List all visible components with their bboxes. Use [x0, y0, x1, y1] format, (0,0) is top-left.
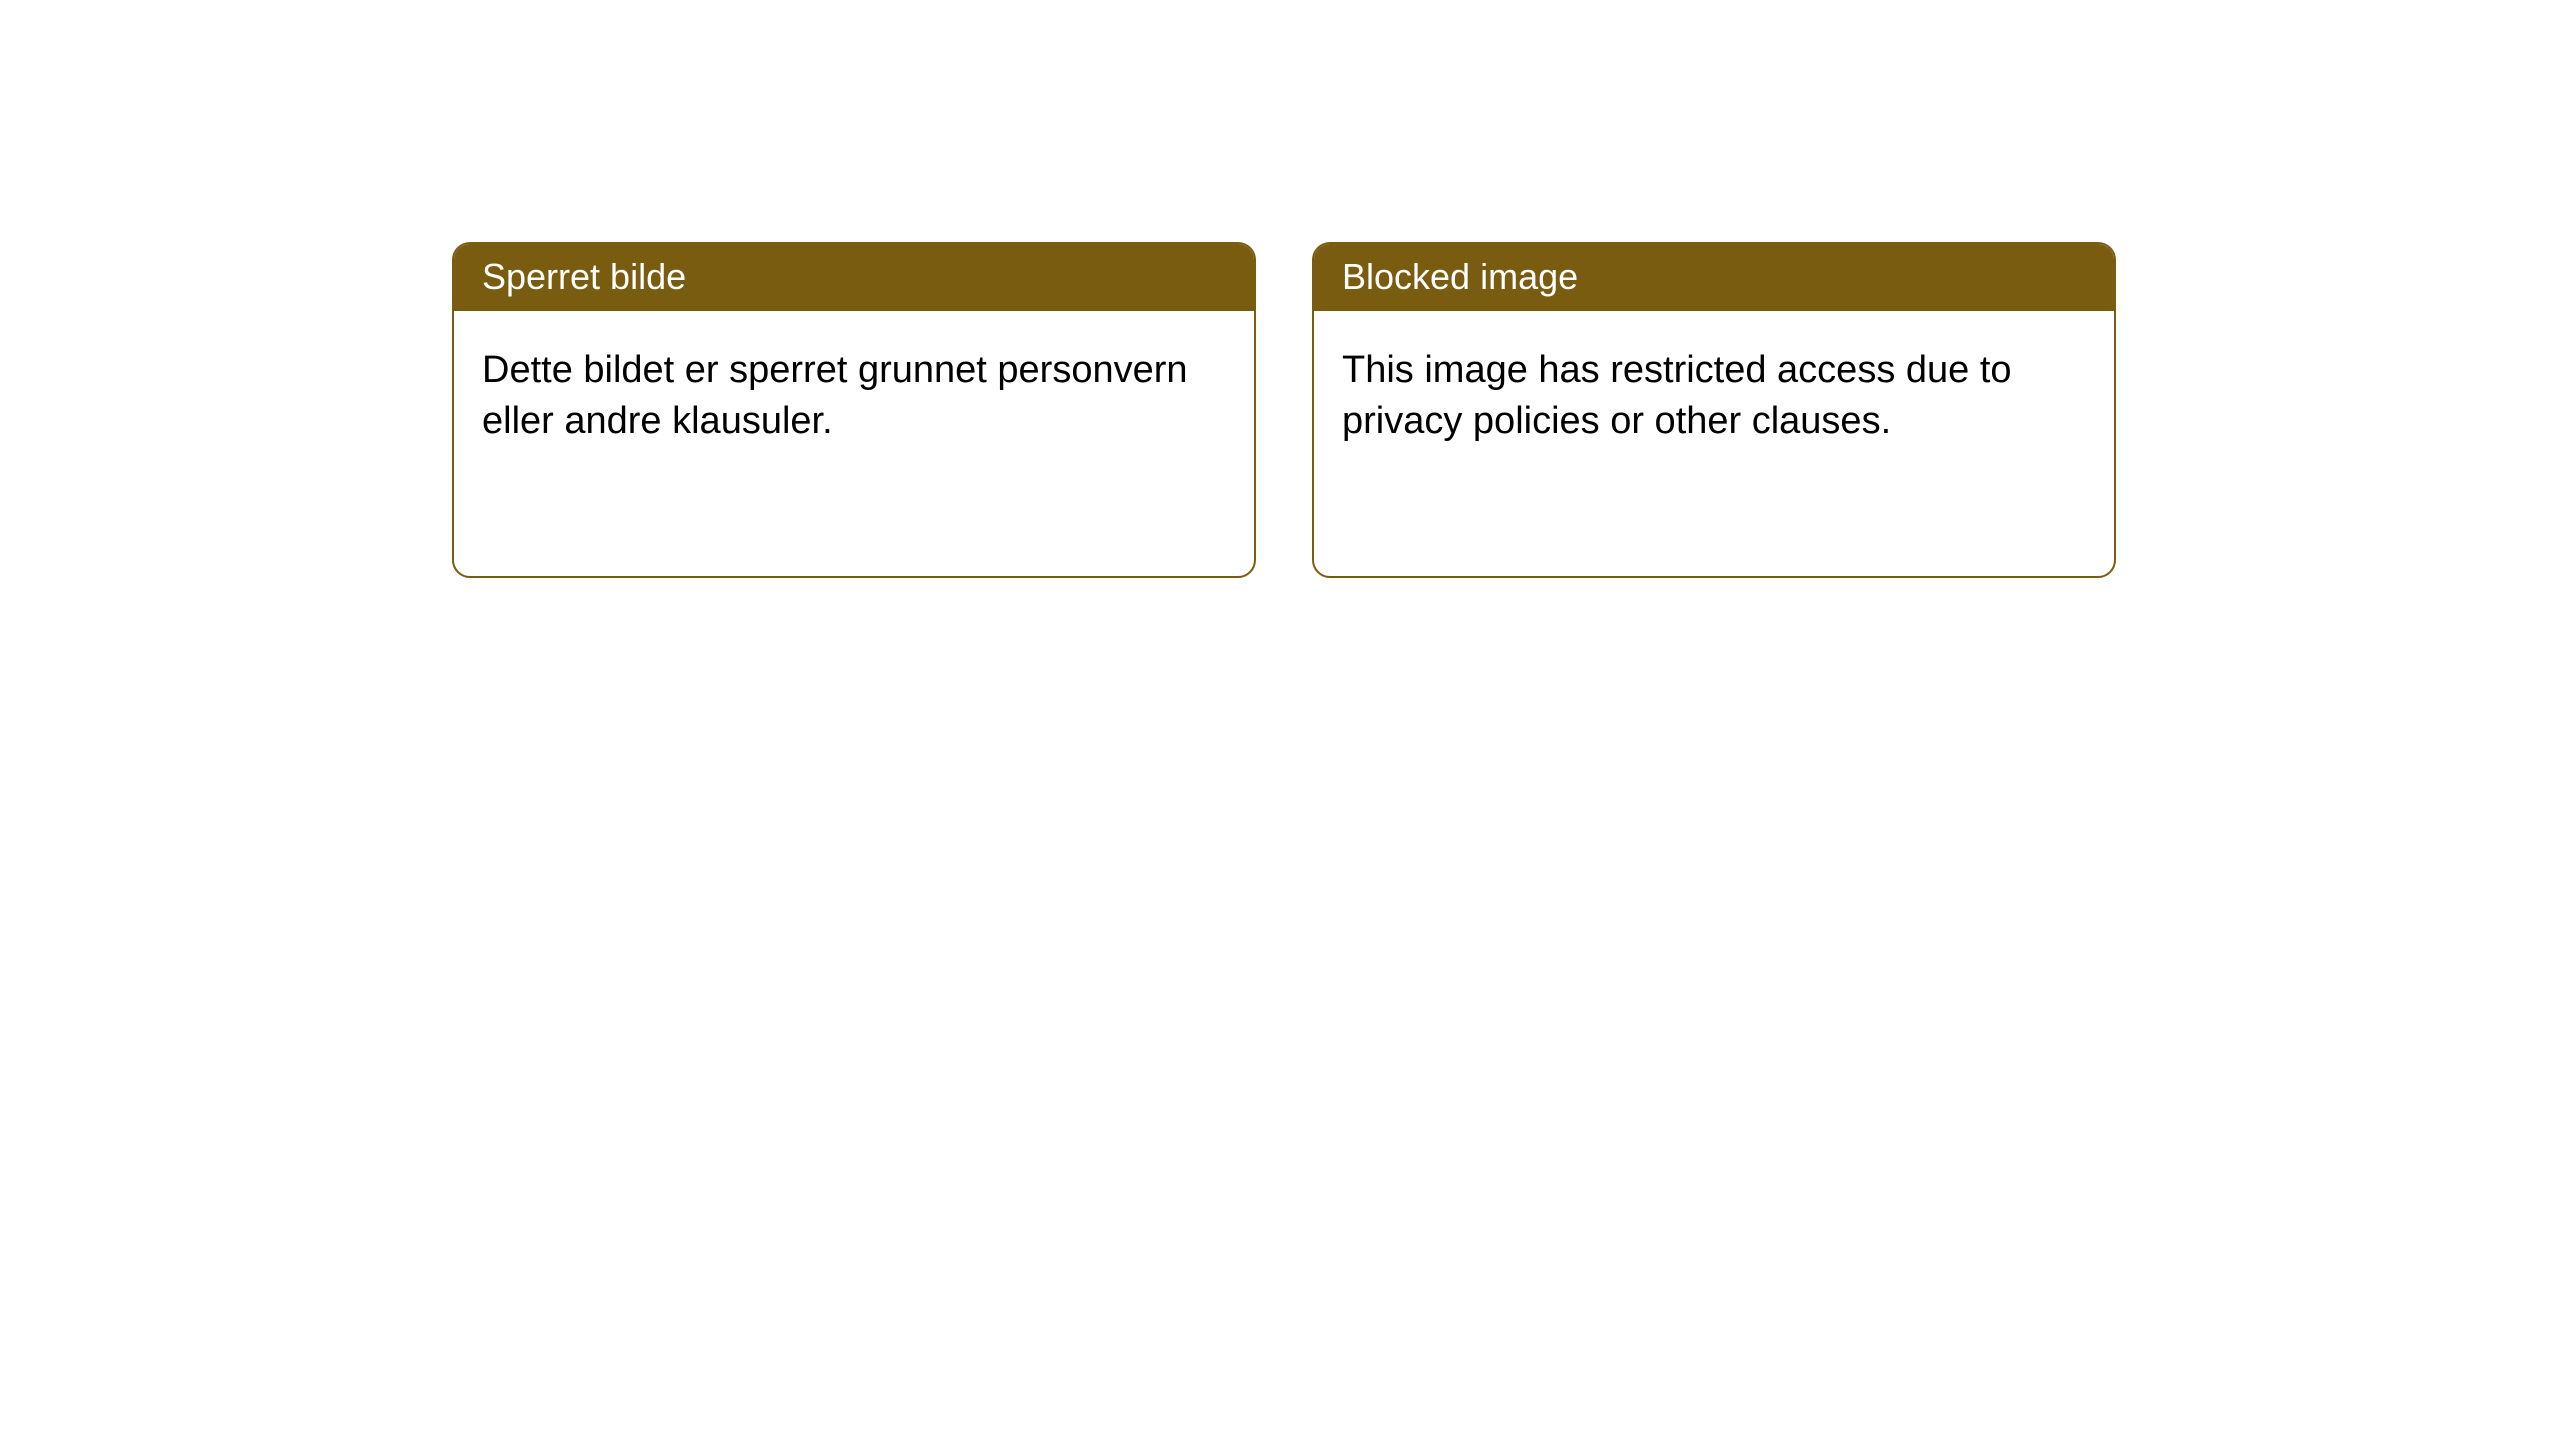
card-title: Blocked image: [1342, 256, 1578, 297]
card-body: This image has restricted access due to …: [1314, 311, 2114, 482]
card-body-text: This image has restricted access due to …: [1342, 349, 2012, 442]
card-body-text: Dette bildet er sperret grunnet personve…: [482, 349, 1188, 442]
card-header: Sperret bilde: [454, 244, 1254, 311]
card-header: Blocked image: [1314, 244, 2114, 311]
card-body: Dette bildet er sperret grunnet personve…: [454, 311, 1254, 482]
blocked-image-card-norwegian: Sperret bilde Dette bildet er sperret gr…: [452, 242, 1256, 578]
card-title: Sperret bilde: [482, 256, 686, 297]
cards-row: Sperret bilde Dette bildet er sperret gr…: [0, 0, 2560, 578]
blocked-image-card-english: Blocked image This image has restricted …: [1312, 242, 2116, 578]
